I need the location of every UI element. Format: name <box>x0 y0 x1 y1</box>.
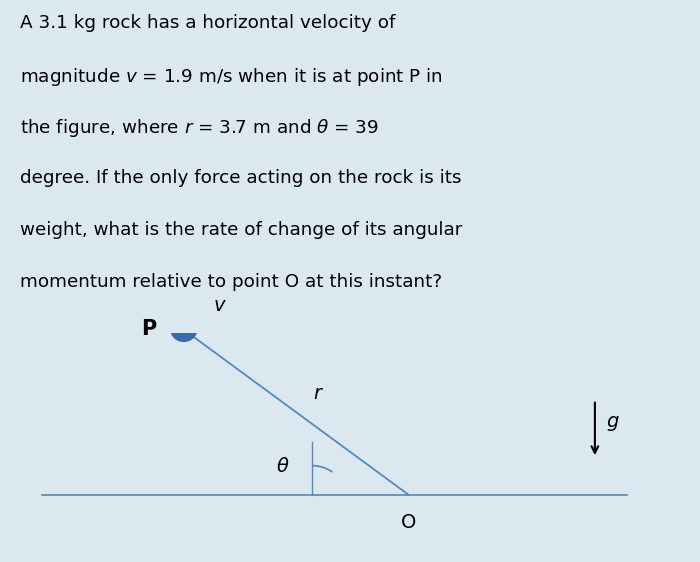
Text: magnitude $v$ = 1.9 m/s when it is at point P in: magnitude $v$ = 1.9 m/s when it is at po… <box>20 66 442 88</box>
Text: $\theta$: $\theta$ <box>276 457 290 476</box>
Text: momentum relative to point O at this instant?: momentum relative to point O at this ins… <box>20 273 442 291</box>
Text: the figure, where $r$ = 3.7 m and $\theta$ = 39: the figure, where $r$ = 3.7 m and $\thet… <box>20 117 379 139</box>
Text: $g$: $g$ <box>606 414 620 433</box>
Text: $v$: $v$ <box>214 296 227 315</box>
Text: A 3.1 kg rock has a horizontal velocity of: A 3.1 kg rock has a horizontal velocity … <box>20 14 395 32</box>
Circle shape <box>171 318 197 341</box>
Text: weight, what is the rate of change of its angular: weight, what is the rate of change of it… <box>20 221 462 239</box>
Text: degree. If the only force acting on the rock is its: degree. If the only force acting on the … <box>20 169 461 187</box>
Text: P: P <box>141 319 157 338</box>
Text: O: O <box>401 514 416 532</box>
Text: $r$: $r$ <box>313 384 324 404</box>
